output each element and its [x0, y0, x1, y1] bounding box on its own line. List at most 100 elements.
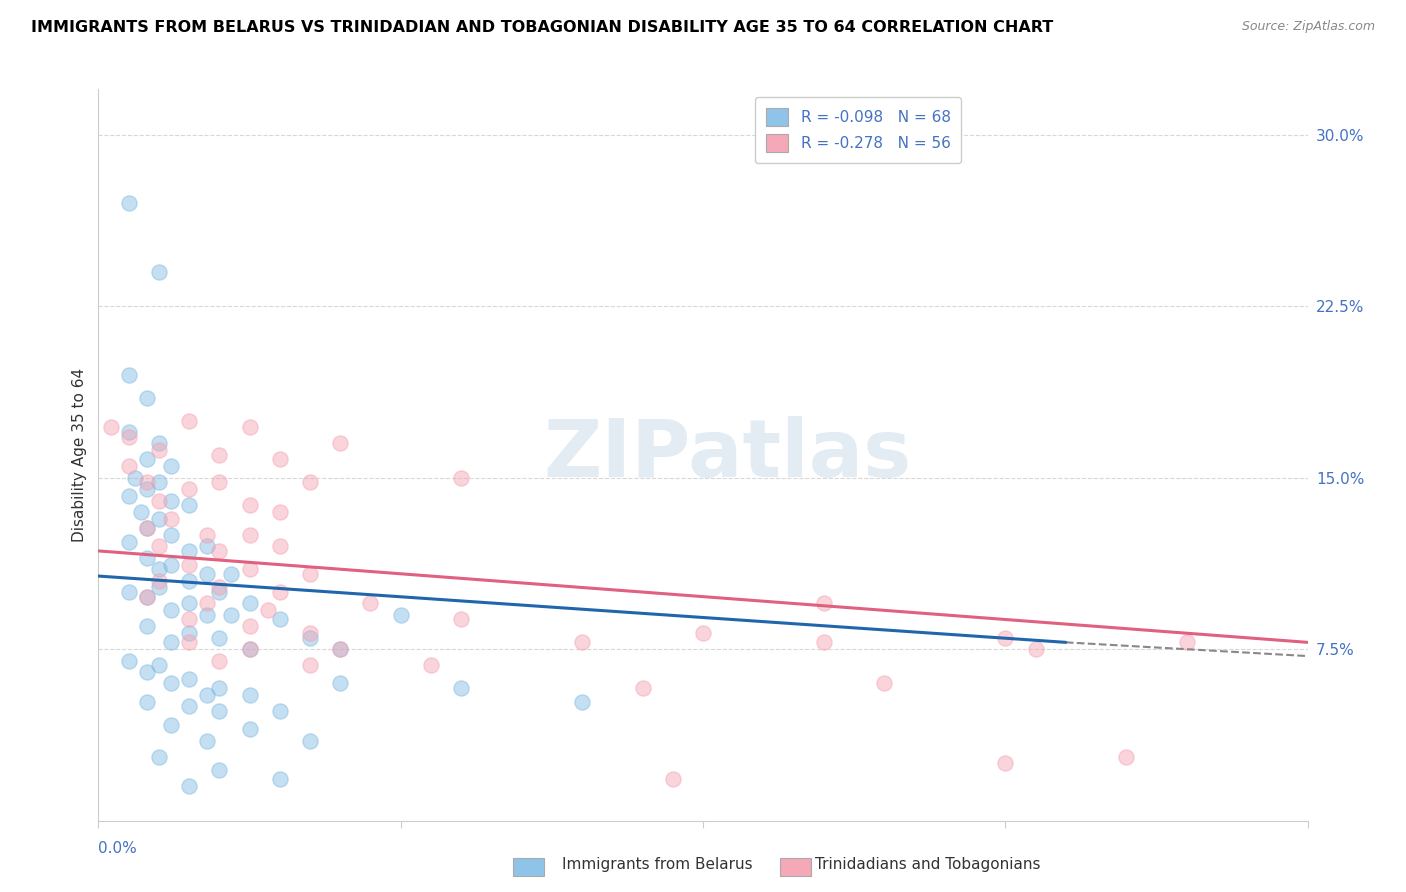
Point — [135, 590, 157, 604]
Point — [148, 658, 170, 673]
Point — [160, 512, 183, 526]
Point — [450, 681, 472, 695]
Point — [208, 448, 231, 462]
Point — [148, 512, 170, 526]
Point — [420, 658, 443, 673]
Point — [179, 574, 201, 588]
Point — [100, 420, 122, 434]
Text: Trinidadians and Tobagonians: Trinidadians and Tobagonians — [815, 857, 1040, 872]
Point — [135, 665, 157, 679]
Point — [208, 631, 231, 645]
Point — [160, 676, 183, 690]
Point — [118, 425, 141, 439]
Point — [118, 654, 141, 668]
Point — [269, 704, 291, 718]
Point — [360, 597, 382, 611]
Point — [135, 521, 157, 535]
Point — [299, 626, 322, 640]
Point — [1175, 635, 1198, 649]
Point — [661, 772, 683, 787]
Point — [813, 597, 835, 611]
Point — [160, 603, 183, 617]
Text: Immigrants from Belarus: Immigrants from Belarus — [562, 857, 754, 872]
Point — [571, 635, 593, 649]
Point — [239, 420, 262, 434]
Point — [239, 528, 262, 542]
Point — [195, 607, 218, 622]
Point — [269, 772, 291, 787]
Point — [148, 562, 170, 576]
Point — [389, 607, 412, 622]
Point — [195, 597, 218, 611]
Point — [148, 574, 170, 588]
Point — [148, 749, 170, 764]
Point — [135, 590, 157, 604]
Point — [148, 265, 170, 279]
Point — [135, 482, 157, 496]
Point — [994, 631, 1017, 645]
Legend: R = -0.098   N = 68, R = -0.278   N = 56: R = -0.098 N = 68, R = -0.278 N = 56 — [755, 97, 962, 163]
Point — [239, 642, 262, 657]
Point — [299, 658, 322, 673]
Point — [994, 756, 1017, 771]
Point — [160, 493, 183, 508]
Point — [124, 471, 146, 485]
Point — [239, 723, 262, 737]
Point — [221, 566, 243, 581]
Point — [813, 635, 835, 649]
Point — [208, 585, 231, 599]
Point — [135, 475, 157, 490]
Point — [179, 414, 201, 428]
Text: 0.0%: 0.0% — [98, 841, 138, 856]
Point — [179, 626, 201, 640]
Point — [179, 544, 201, 558]
Point — [148, 581, 170, 595]
Point — [208, 475, 231, 490]
Y-axis label: Disability Age 35 to 64: Disability Age 35 to 64 — [72, 368, 87, 542]
Point — [329, 676, 352, 690]
Point — [118, 430, 141, 444]
Point — [631, 681, 654, 695]
Point — [148, 539, 170, 553]
Text: IMMIGRANTS FROM BELARUS VS TRINIDADIAN AND TOBAGONIAN DISABILITY AGE 35 TO 64 CO: IMMIGRANTS FROM BELARUS VS TRINIDADIAN A… — [31, 20, 1053, 35]
Point — [299, 733, 322, 747]
Point — [135, 452, 157, 467]
Point — [148, 493, 170, 508]
Point — [208, 544, 231, 558]
Point — [299, 566, 322, 581]
Point — [148, 436, 170, 450]
Point — [160, 528, 183, 542]
Point — [160, 558, 183, 572]
Point — [208, 704, 231, 718]
Point — [160, 459, 183, 474]
Point — [179, 699, 201, 714]
Point — [195, 528, 218, 542]
Point — [208, 764, 231, 778]
Point — [179, 482, 201, 496]
Point — [450, 471, 472, 485]
Point — [135, 521, 157, 535]
Point — [329, 436, 352, 450]
Point — [135, 550, 157, 565]
Point — [195, 566, 218, 581]
Point — [256, 603, 278, 617]
Point — [129, 505, 152, 519]
Point — [269, 613, 291, 627]
Point — [195, 733, 218, 747]
Point — [269, 539, 291, 553]
Point — [195, 539, 218, 553]
Point — [450, 613, 472, 627]
Point — [148, 443, 170, 458]
Point — [269, 585, 291, 599]
Point — [135, 391, 157, 405]
Point — [179, 597, 201, 611]
Point — [329, 642, 352, 657]
Point — [239, 688, 262, 702]
Point — [118, 585, 141, 599]
Point — [208, 654, 231, 668]
Point — [299, 631, 322, 645]
Point — [118, 489, 141, 503]
Point — [299, 475, 322, 490]
Point — [239, 562, 262, 576]
Point — [160, 717, 183, 731]
